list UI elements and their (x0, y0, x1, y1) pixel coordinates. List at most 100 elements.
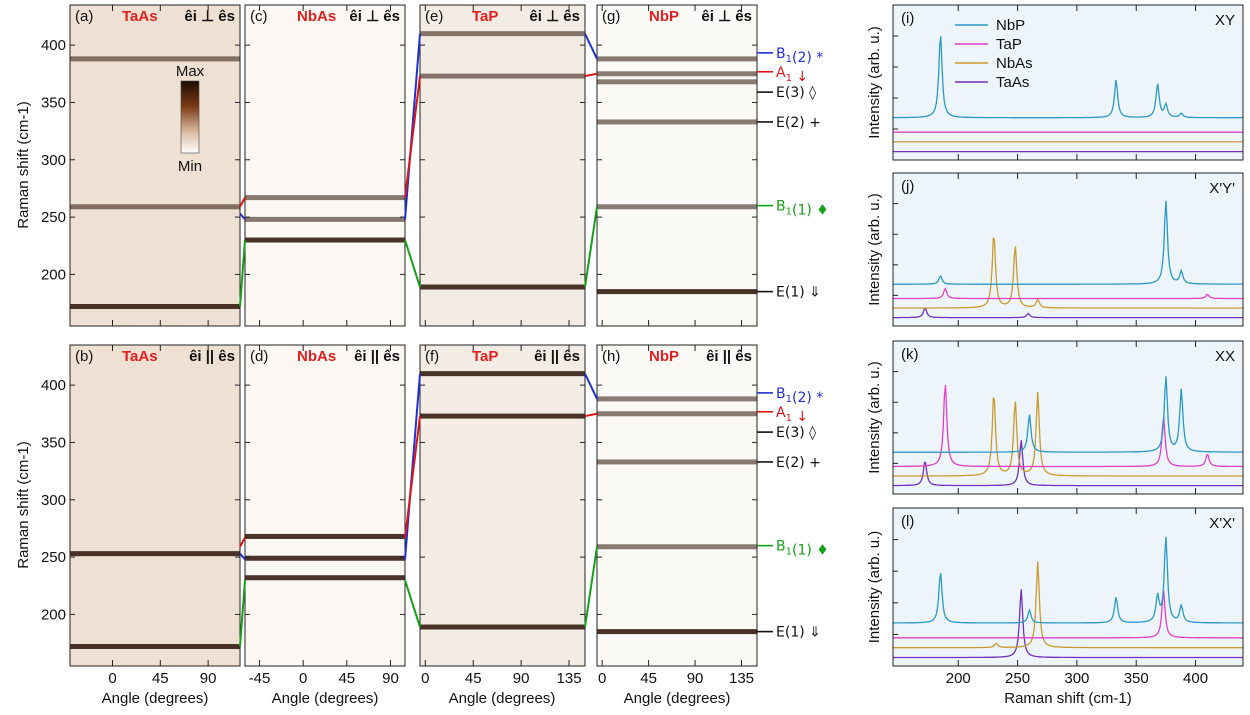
mode-connector-line (404, 373, 421, 560)
heatmap-peak-band (245, 575, 405, 581)
heatmap-peak-band (597, 71, 757, 77)
mode-label: E(1) ⇓ (776, 285, 821, 301)
heatmap-peak-band (597, 119, 757, 125)
mode-label: E(3) ◊ (776, 85, 816, 101)
spectrum-line-nbp (893, 200, 1243, 285)
heatmap-peak-band (597, 204, 757, 210)
spectrum-line-nbas (893, 561, 1243, 649)
spectrum-line-nbp (893, 536, 1243, 624)
heatmap-panel-label: (h) (602, 348, 620, 365)
heatmap-polarization-label: êi || ês (534, 348, 580, 365)
heatmap-x-tick-label: 45 (338, 670, 355, 687)
spectrum-background (893, 341, 1243, 494)
heatmap-peak-band (420, 371, 585, 377)
spectrum-x-tick-label: 250 (1005, 670, 1030, 687)
heatmap-peak-band (597, 396, 757, 402)
colorbar-gradient (180, 80, 200, 154)
heatmap-background (597, 345, 757, 666)
heatmap-polarization-label: êi || ês (354, 348, 400, 365)
spectrum-panel-j: (j) X'Y' Intensity (arb. u.) (866, 172, 1244, 327)
mode-connector-line (584, 373, 598, 400)
heatmap-material-label: NbP (649, 348, 679, 365)
heatmap-peak-band (245, 216, 405, 222)
heatmap-peak-band (420, 31, 585, 37)
spectrum-panel-k: (k) XX Intensity (arb. u.) (866, 340, 1244, 495)
mode-connector-line (404, 239, 421, 288)
heatmap-peak-band (420, 413, 585, 419)
mode-label: B1(1) ♦ (776, 539, 829, 559)
spectrum-ylabel: Intensity (arb. u.) (866, 531, 883, 644)
heatmap-material-label: NbP (649, 8, 679, 25)
heatmap-y-tick-label: 300 (41, 492, 66, 509)
spectrum-x-tick-label: 350 (1124, 670, 1149, 687)
spectrum-panel-label: (k) (901, 346, 919, 363)
heatmap-xlabel-ta-as: Angle (degrees) (102, 690, 209, 707)
mode-connector-line (239, 537, 246, 548)
heatmap-material-label: NbAs (297, 348, 336, 365)
heatmap-panel-label: (b) (75, 348, 93, 365)
heatmap-background (70, 345, 240, 666)
heatmap-frame (244, 4, 406, 327)
heatmap-peak-band (245, 533, 405, 539)
heatmap-material-label: TaP (472, 348, 498, 365)
heatmap-background (420, 5, 585, 326)
heatmap-panel-b: (b) TaAs êi || ês 0 45 90 200 250 300 350 400 (41, 344, 241, 687)
heatmap-peak-band (597, 79, 757, 85)
heatmap-y-tick-label: 400 (41, 377, 66, 394)
heatmap-panel-label: (g) (602, 8, 620, 25)
mode-label: E(2) + (776, 115, 821, 131)
spectrum-panel-l: 200 250 300 350 400 (l) X'X' Intensity (arb. u.… (866, 507, 1244, 687)
spectrum-line-taas (893, 589, 1243, 659)
colorbar-max-label: Max (176, 63, 205, 80)
heatmap-panel-d: (d) NbAs êi || ês -45 0 45 90 (244, 344, 406, 687)
heatmap-panel-g: (g) NbP êi ⊥ ês (596, 4, 758, 327)
colorbar-min-label: Min (178, 158, 202, 175)
heatmap-y-tick-label: 300 (41, 152, 66, 169)
spectrum-ylabel: Intensity (arb. u.) (866, 26, 883, 139)
legend-entry: TaP (996, 36, 1022, 53)
mode-connector-line (584, 72, 598, 78)
heatmap-frame (69, 344, 241, 667)
heatmap-frame (244, 344, 406, 667)
heatmap-panel-label: (c) (250, 8, 268, 25)
heatmap-peak-band (70, 56, 240, 62)
spectrum-x-tick-label: 200 (946, 670, 971, 687)
mode-label: B1(1) ♦ (776, 199, 829, 219)
mode-connector-line (584, 206, 598, 288)
heatmap-y-tick-label: 200 (41, 266, 66, 283)
spectrum-config-label: X'X' (1209, 515, 1235, 532)
mode-connector-line (404, 75, 421, 198)
heatmap-polarization-label: êi || ês (706, 348, 752, 365)
spectrum-background (893, 508, 1243, 666)
heatmap-panel-a: (a) TaAs êi ⊥ ês 200 250 300 350 400 (41, 4, 241, 327)
heatmap-peak-band (245, 195, 405, 201)
heatmap-material-label: TaP (472, 8, 498, 25)
mode-connectors (239, 33, 598, 647)
heatmap-peak-band (70, 644, 240, 650)
heatmap-polarization-label: êi ⊥ ês (349, 8, 400, 25)
mode-labels: B1(2) *A1 ↓E(3) ◊E(2) +B1(1) ♦E(1) ⇓B1(2… (757, 46, 829, 641)
heatmap-peak-band (420, 73, 585, 79)
heatmap-panels: (a) TaAs êi ⊥ ês 200 250 300 350 400 (b) TaAs êi |… (41, 4, 758, 687)
heatmap-peak-band (597, 629, 757, 635)
heatmap-panel-label: (d) (250, 348, 268, 365)
heatmap-peak-band (245, 237, 405, 243)
mode-label: B1(2) * (776, 386, 823, 406)
heatmap-x-tick-label: 90 (382, 670, 399, 687)
spectrum-config-label: X'Y' (1209, 180, 1235, 197)
legend-entry: NbP (996, 17, 1025, 34)
heatmap-peak-band (597, 56, 757, 62)
heatmap-x-tick-label: 45 (152, 670, 169, 687)
spectrum-line-nbp (893, 36, 1243, 119)
heatmap-peak-band (70, 551, 240, 557)
heatmap-y-tick-label: 350 (41, 434, 66, 451)
spectrum-ylabel: Intensity (arb. u.) (866, 193, 883, 306)
heatmap-ylabel-top: Raman shift (cm-1) (15, 101, 32, 229)
heatmap-peak-band (597, 459, 757, 465)
spectrum-x-tick-label: 400 (1183, 670, 1208, 687)
spectra-xlabel: Raman shift (cm-1) (1004, 690, 1132, 707)
heatmap-x-tick-label: 0 (299, 670, 307, 687)
heatmap-polarization-label: êi || ês (189, 348, 235, 365)
spectrum-line-tap (893, 384, 1244, 468)
heatmap-peak-band (597, 289, 757, 295)
